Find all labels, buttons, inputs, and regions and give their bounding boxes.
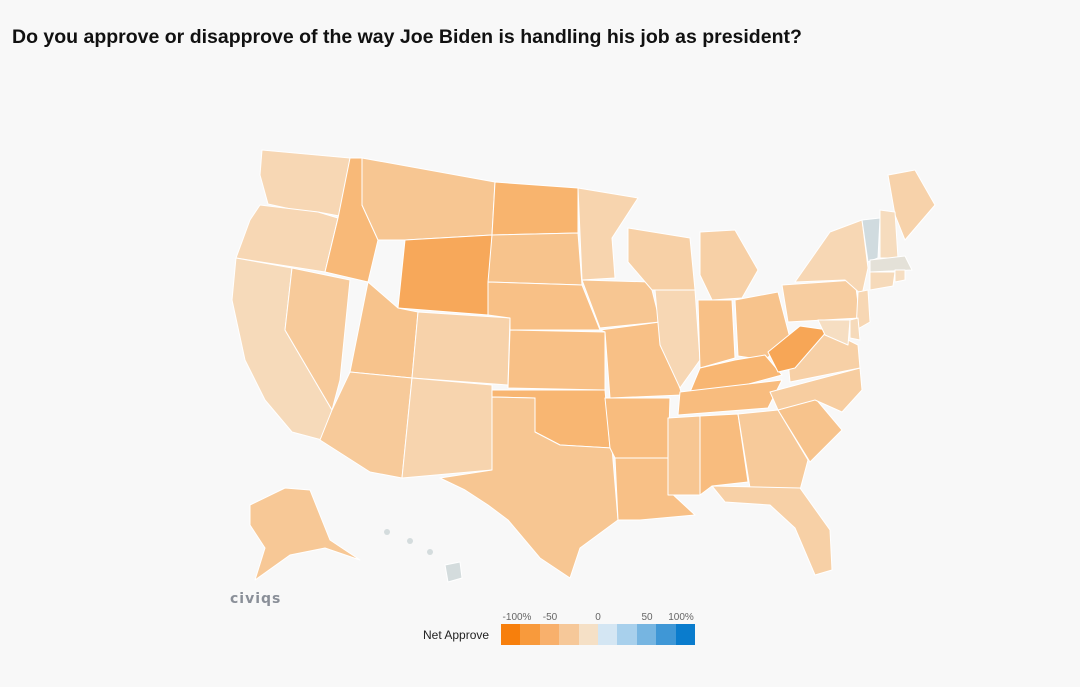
state-mn[interactable]	[577, 187, 639, 281]
state-ar[interactable]	[604, 397, 671, 459]
state-ak[interactable]	[249, 487, 361, 581]
state-ri[interactable]	[894, 269, 906, 283]
state-ks[interactable]	[507, 329, 606, 391]
state-md[interactable]	[817, 319, 851, 346]
legend-label: Net Approve	[423, 628, 490, 642]
state-ny[interactable]	[794, 219, 869, 296]
legend-swatch	[539, 624, 560, 645]
legend-tick: -50	[542, 612, 558, 623]
state-hi-island[interactable]	[427, 549, 433, 555]
state-tn[interactable]	[677, 379, 783, 416]
state-al[interactable]	[699, 413, 749, 496]
legend-ticks: -100% -50 0 50 100%	[501, 612, 695, 624]
legend-swatch	[598, 624, 618, 645]
state-nj[interactable]	[855, 289, 871, 331]
legend-swatch	[578, 624, 599, 645]
state-ms[interactable]	[667, 415, 701, 496]
legend-tick: 100%	[668, 612, 694, 623]
legend-swatch	[656, 624, 676, 645]
state-tx[interactable]	[439, 396, 619, 579]
state-hi-island[interactable]	[407, 538, 413, 544]
state-sd[interactable]	[487, 232, 583, 286]
state-mi[interactable]	[699, 229, 759, 301]
civiqs-logo: civiqs	[230, 591, 282, 607]
state-hi[interactable]	[444, 561, 463, 583]
legend-tick: 0	[595, 612, 601, 623]
legend-swatch	[636, 624, 657, 645]
legend-swatch	[559, 624, 579, 645]
state-wi[interactable]	[627, 227, 696, 291]
legend-tick: -100%	[502, 612, 532, 623]
state-hi-island[interactable]	[384, 529, 390, 535]
state-nd[interactable]	[491, 181, 579, 236]
legend-swatch	[675, 624, 696, 645]
state-wy[interactable]	[397, 234, 493, 316]
state-nh[interactable]	[879, 209, 899, 259]
state-nm[interactable]	[401, 377, 493, 479]
state-in[interactable]	[697, 299, 736, 369]
legend-swatch	[520, 624, 540, 645]
state-nv[interactable]	[284, 267, 351, 411]
state-vt[interactable]	[861, 217, 881, 263]
state-ma[interactable]	[869, 255, 913, 273]
state-pa[interactable]	[781, 279, 861, 323]
state-ct[interactable]	[869, 271, 896, 291]
chart-title: Do you approve or disapprove of the way …	[12, 26, 802, 48]
state-fl[interactable]	[711, 485, 833, 576]
state-il[interactable]	[654, 289, 701, 389]
state-co[interactable]	[411, 311, 511, 386]
state-wv[interactable]	[767, 325, 829, 373]
legend-color-bar	[501, 624, 696, 645]
state-mt[interactable]	[361, 157, 496, 241]
state-ga[interactable]	[737, 409, 809, 491]
legend-tick: 50	[641, 612, 653, 623]
legend-swatch	[617, 624, 637, 645]
state-de[interactable]	[849, 317, 861, 341]
state-me[interactable]	[887, 169, 936, 241]
legend-swatch	[501, 624, 521, 645]
